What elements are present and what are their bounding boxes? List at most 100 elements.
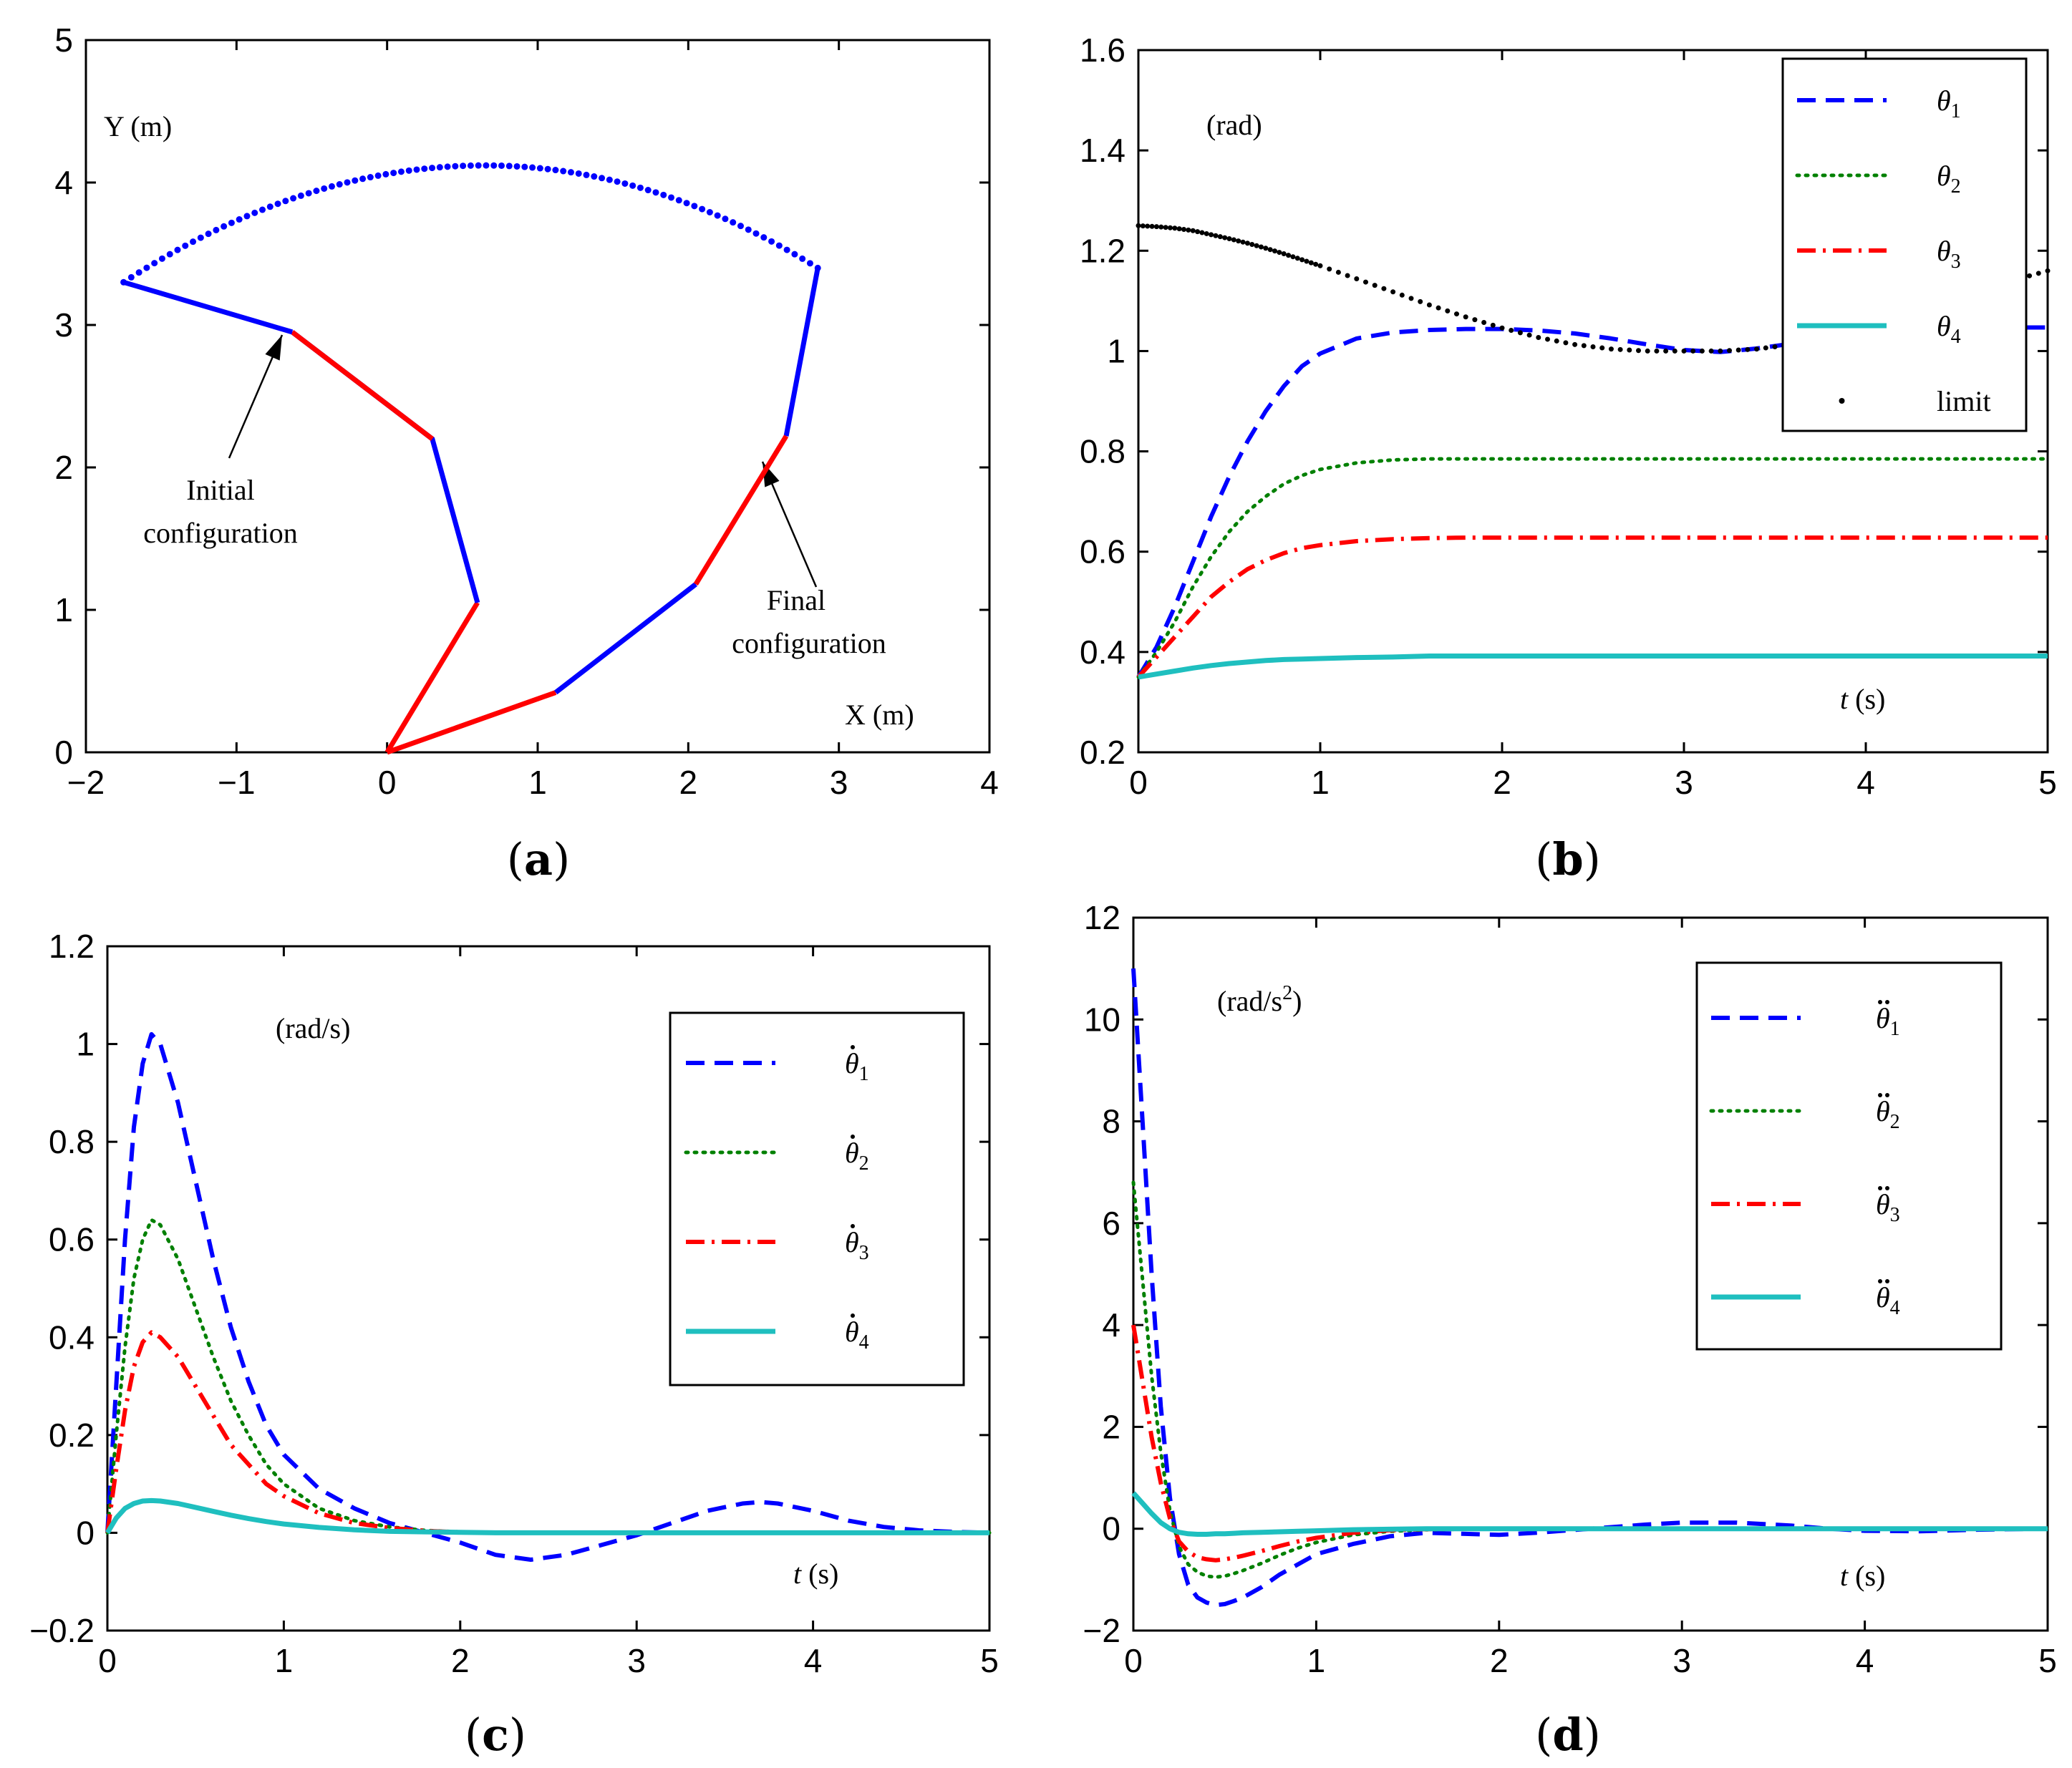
panel-b-limit-point bbox=[1536, 335, 1541, 341]
panel-a-final-config-red-link bbox=[693, 434, 789, 586]
panel-b-legend-symbol: θ bbox=[1937, 84, 1951, 117]
panel-d-xtick-label: 3 bbox=[1672, 1642, 1691, 1679]
panel-a-final-config-blue-link bbox=[554, 582, 697, 695]
panel-b-legend-symbol: θ bbox=[1937, 310, 1951, 342]
panel-b-limit-point bbox=[1645, 348, 1650, 354]
panel-d-ytick-label: 2 bbox=[1102, 1408, 1120, 1445]
panel-a-path-point bbox=[143, 264, 150, 271]
panel-a-path-point bbox=[367, 174, 374, 181]
panel-b-limit-point bbox=[1149, 223, 1155, 229]
panel-b-joint-angles-plot: 0 1 2 3 4 5 0.2 0.4 0.6 0.8 1 1.2 1.4 1.6 (rad) t (s)… bbox=[1080, 31, 2057, 885]
panel-c-legend-label: θ3 bbox=[845, 1226, 869, 1264]
panel-d-legend-symbol: θ bbox=[1876, 1188, 1890, 1220]
panel-b-limit-point bbox=[1363, 279, 1368, 285]
panel-d-legend-label: θ1 bbox=[1876, 1002, 1900, 1040]
panel-b-limit-point bbox=[2027, 273, 2033, 278]
panel-a-path-point bbox=[498, 162, 505, 169]
panel-d-xlabel-var: t bbox=[1840, 1560, 1849, 1592]
panel-b-limit-point bbox=[1426, 302, 1432, 308]
panel-b-limit-point bbox=[1517, 330, 1523, 336]
panel-b-limit-point bbox=[1231, 237, 1236, 243]
panel-b-limit-point bbox=[1745, 346, 1751, 352]
panel-d-caption: (d) bbox=[1535, 1709, 1601, 1761]
panel-b-limit-point bbox=[1454, 311, 1459, 317]
panel-b-limit-point bbox=[1277, 250, 1282, 256]
panel-b-ytick-label: 0.6 bbox=[1080, 533, 1125, 570]
panel-b-limit-point bbox=[1408, 296, 1414, 301]
panel-c-legend-derivative-dot bbox=[851, 1135, 855, 1139]
panel-a-annotation-initial-line2: configuration bbox=[143, 517, 298, 549]
panel-a-path-point bbox=[305, 190, 312, 197]
panel-c-legend-label: θ2 bbox=[845, 1137, 869, 1175]
panel-c-legend-symbol: θ bbox=[845, 1047, 859, 1079]
panel-c-ytick-label: 0.2 bbox=[49, 1417, 95, 1454]
panel-b-limit-point bbox=[1617, 346, 1623, 352]
panel-a-path-point bbox=[266, 203, 273, 210]
panel-b-limit-point bbox=[1572, 341, 1578, 347]
panel-b-legend-symbol: θ bbox=[1937, 160, 1951, 192]
panel-a-path-point bbox=[691, 203, 698, 210]
panel-b-xtick-label: 5 bbox=[2038, 764, 2057, 801]
panel-b-limit-point bbox=[1158, 224, 1164, 230]
panel-b-limit-point bbox=[1153, 224, 1159, 230]
panel-d-legend-derivative-dot bbox=[1878, 1279, 1882, 1283]
panel-b-limit-point bbox=[1204, 230, 1209, 236]
panel-b-series-theta4 bbox=[1138, 654, 2048, 680]
panel-a-path-point bbox=[228, 219, 235, 226]
panel-b-legend-marker bbox=[1839, 398, 1845, 404]
panel-a-ytick-label: 4 bbox=[54, 164, 73, 201]
panel-b-limit-point bbox=[1167, 225, 1173, 230]
panel-d-xlabel-unit: (s) bbox=[1848, 1560, 1885, 1592]
panel-b-limit-point bbox=[1354, 276, 1360, 282]
panel-a-xtick-label: 1 bbox=[528, 764, 547, 801]
panel-b-limit-point bbox=[1735, 347, 1741, 353]
panel-b-limit-point bbox=[1294, 256, 1300, 261]
panel-b-xlabel-var: t bbox=[1840, 683, 1849, 715]
panel-b-legend-label: θ2 bbox=[1937, 160, 1961, 198]
panel-b-ytick-label: 0.4 bbox=[1080, 633, 1125, 671]
panel-d-unit-sup: 2 bbox=[1282, 982, 1292, 1004]
panel-b-ytick-label: 1 bbox=[1107, 332, 1125, 369]
panel-b-limit-point bbox=[1267, 247, 1273, 253]
panel-a-ytick-label: 5 bbox=[54, 21, 73, 59]
panel-b-xtick-label: 0 bbox=[1129, 764, 1148, 801]
panel-b-limit-point bbox=[1699, 348, 1705, 354]
panel-c-joint-velocities-plot: 0 1 2 3 4 5−0.200.20.40.60.811.2 (rad/s) t (s… bbox=[29, 928, 999, 1761]
panel-d-legend-label: θ3 bbox=[1876, 1188, 1900, 1226]
panel-d-xtick-label: 4 bbox=[1856, 1642, 1874, 1679]
panel-b-limit-point bbox=[1308, 260, 1314, 266]
panel-b-legend-subscript: 4 bbox=[1951, 326, 1961, 348]
panel-a-initial-config-blue-link bbox=[122, 279, 294, 335]
panel-c-series bbox=[105, 1031, 992, 1562]
panel-c-legend-symbol: θ bbox=[845, 1137, 859, 1169]
panel-b-limit-point bbox=[1136, 223, 1141, 228]
panel-c-legend-symbol: θ bbox=[845, 1316, 859, 1348]
panel-a-path-point bbox=[683, 200, 690, 207]
panel-a-path-point bbox=[560, 167, 567, 175]
panel-c-legend-derivative-dot bbox=[851, 1313, 855, 1318]
panel-a-path-point bbox=[544, 165, 551, 173]
panel-a-path-point bbox=[768, 238, 775, 245]
panel-b-ytick-label: 1.2 bbox=[1080, 232, 1125, 269]
panel-b-limit-point bbox=[1436, 305, 1441, 311]
panel-c-xlabel-var: t bbox=[793, 1558, 802, 1590]
panel-b-limit-point bbox=[1304, 258, 1309, 264]
panel-b-limit-point bbox=[1490, 322, 1496, 328]
panel-b-limit-point bbox=[1418, 298, 1423, 304]
panel-c-legend-subscript: 4 bbox=[859, 1331, 869, 1354]
panel-a-path-point bbox=[636, 184, 644, 191]
panel-a-annotation-final-line2: configuration bbox=[732, 627, 886, 659]
panel-b-limit-point bbox=[1299, 257, 1305, 263]
panel-a-ytick-label: 2 bbox=[54, 449, 73, 486]
panel-b-limit-point bbox=[2035, 271, 2041, 276]
panel-b-limit-point bbox=[1213, 233, 1219, 238]
panel-b-limit-point bbox=[1727, 348, 1732, 354]
panel-b-xtick-label: 1 bbox=[1311, 764, 1330, 801]
panel-a-path-point bbox=[606, 176, 613, 183]
panel-d-ytick-label: 8 bbox=[1102, 1103, 1120, 1140]
panel-a-path-point bbox=[221, 223, 228, 230]
panel-b-xtick-label: 4 bbox=[1856, 764, 1875, 801]
panel-a-path-point bbox=[452, 162, 459, 170]
panel-a-xtick-label: 0 bbox=[378, 764, 397, 801]
panel-b-legend-box bbox=[1781, 57, 2028, 432]
